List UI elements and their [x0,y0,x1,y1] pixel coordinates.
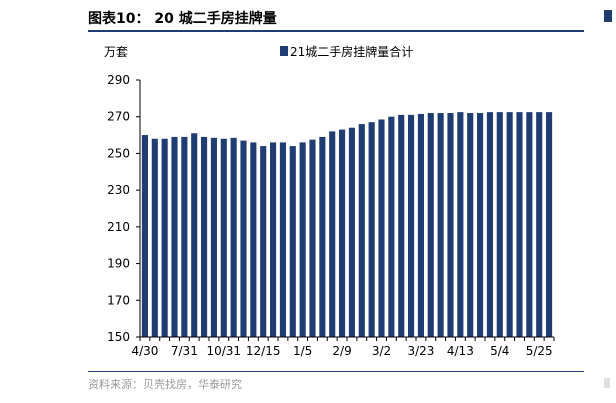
bar [477,113,484,337]
bar [220,138,227,337]
bar [260,146,267,337]
figure-title: 图表10： 20 城二手房挂牌量 [88,11,277,27]
y-tick-label: 270 [107,110,130,124]
x-axis: 4/30 7/31 10/31 12/15 1/5 2/9 3/2 3/23 4/13 5/4 5/… [131,337,555,358]
bar [240,140,247,337]
bar [151,138,158,337]
legend: 21城二手房挂牌量合计 [280,44,413,59]
bar [299,142,306,337]
bar [348,127,355,337]
bar [427,113,434,337]
legend-label: 21城二手房挂牌量合计 [290,44,413,59]
bottom-rule [88,371,584,372]
bar [161,138,168,337]
x-tick-label: 3/2 [372,344,391,358]
bar [279,142,286,337]
y-tick-label: 290 [107,73,130,87]
y-tick-label: 210 [107,220,130,234]
y-axis: 150 170 190 210 230 250 270 290 [107,73,140,344]
bar [309,139,316,337]
bar [398,114,405,337]
x-tick-label: 3/23 [407,344,434,358]
bar [467,113,474,337]
bar [230,137,237,337]
title-rule [88,30,584,32]
x-tick-label: 2/9 [332,344,351,358]
x-tick-label: 1/5 [293,344,312,358]
bar [191,133,198,337]
bar [358,124,365,337]
x-tick-label: 5/25 [526,344,553,358]
bar [506,112,513,338]
bar [250,142,257,337]
bar [329,131,336,337]
x-tick-label: 4/13 [447,344,474,358]
bar [181,136,188,337]
x-tick-label: 4/30 [131,344,158,358]
bar [201,136,208,337]
y-tick-label: 150 [107,330,130,344]
bar [171,136,178,337]
unit-label: 万套 [104,45,128,59]
bar [457,112,464,338]
bar [289,146,296,337]
bar [437,113,444,337]
bars [141,112,553,338]
x-tick-label: 12/15 [246,344,281,358]
bar [496,112,503,338]
bar [536,112,543,338]
bar [546,112,553,338]
bar [339,129,346,337]
x-tick-label: 10/31 [206,344,241,358]
y-tick-label: 250 [107,146,130,160]
bar [388,116,395,338]
bar [210,137,217,337]
bar [319,136,326,337]
bar [486,112,493,338]
x-tick-label: 5/4 [490,344,509,358]
edge-mark [604,10,612,22]
bar [270,142,277,337]
source-note: 资料来源：贝壳找房，华泰研究 [88,378,242,391]
edge-mark-bottom [604,378,610,388]
y-tick-label: 230 [107,183,130,197]
bar [417,113,424,338]
bar [526,112,533,338]
bar [378,119,385,337]
legend-swatch [280,46,288,56]
bar [516,112,523,338]
bar [141,135,148,337]
x-tick-label: 7/31 [171,344,198,358]
bar [447,113,454,337]
y-tick-label: 170 [107,293,130,307]
bar [408,114,415,337]
y-tick-label: 190 [107,257,130,271]
bar [368,122,375,337]
